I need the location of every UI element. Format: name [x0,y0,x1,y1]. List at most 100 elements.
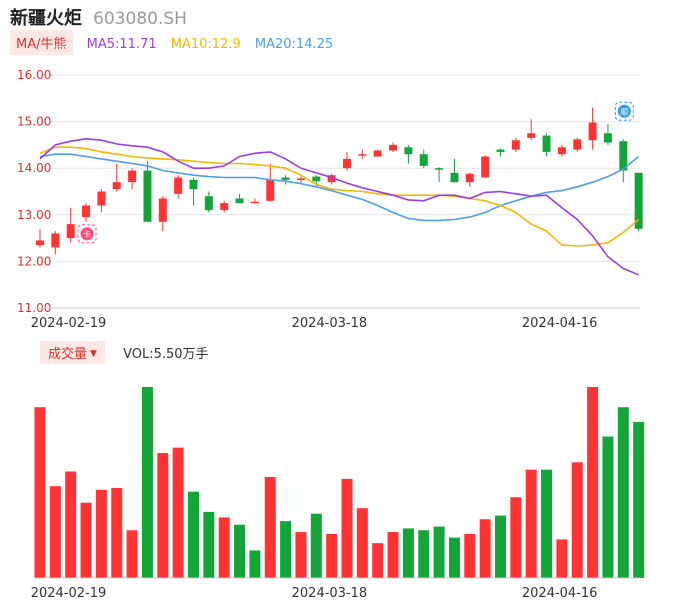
volume-bar [218,517,230,578]
volume-legend-row: 成交量 ▼ VOL:5.50万手 [40,341,209,364]
ma10-label: MA10:12.9 [170,37,241,52]
candle-body [235,198,244,204]
buy-signal-icon [80,227,94,241]
volume-bar [387,532,399,578]
candle-body [97,191,106,206]
volume-bar [541,469,553,578]
volume-bar [80,502,92,578]
candle-body [496,149,505,152]
volume-bar [249,550,261,578]
candle-body [128,170,137,183]
volume-bar [234,524,246,578]
price-tick-label: 15.00 [17,115,51,129]
candle-body [588,122,597,141]
candle-body [634,172,643,229]
candle-body [143,170,152,222]
volume-bar [141,387,153,578]
volume-bar [280,521,292,578]
volume-bar [479,519,491,578]
ma20-line [39,153,640,222]
candle-body [557,147,566,155]
date-tick-label: 2024-02-19 [31,316,107,331]
volume-bar [34,407,46,578]
candle-body [389,144,398,151]
ma-indicator-toggle[interactable]: MA/牛熊 [10,30,73,55]
candle-body [450,172,459,183]
candle-body [527,133,536,138]
candle-body [189,179,198,190]
sell-signal-label: 顺 [620,107,628,116]
volume-bar [418,530,430,578]
candle-body [542,135,551,152]
candle-body [373,150,382,157]
volume-bar [571,462,583,578]
ma20-label: MA20:14.25 [254,37,334,52]
volume-bar [326,533,338,578]
volume-bar [602,436,614,578]
candle-body [281,177,290,180]
ma10-line [39,146,640,247]
candle-body [358,154,367,156]
candle-body [481,156,490,178]
volume-bar [556,539,568,578]
candle-body [404,147,413,155]
candle-body [66,224,75,239]
volume-indicator-label: 成交量 [48,347,88,362]
buy-signal-label: 卡 [83,229,91,239]
candle-body [51,233,60,248]
volume-bar [587,387,599,578]
volume-bar [111,488,123,578]
volume-bar [633,421,645,578]
candle-body [619,141,628,171]
candle-body [220,203,229,211]
candle-body [343,158,351,169]
candle-body [419,154,428,166]
candle-body [266,179,275,201]
volume-bar [203,511,215,578]
candle-body [174,177,183,194]
candle-body [603,133,612,143]
price-tick-label: 14.00 [17,161,51,175]
volume-date-tick-label: 2024-02-19 [31,586,107,601]
candle-body [36,240,44,246]
volume-bar [65,471,77,578]
buy-signal-frame [77,224,97,244]
volume-bar [95,489,107,578]
volume-indicator-toggle[interactable]: 成交量 ▼ [40,341,105,364]
stock-code: 603080.SH [93,9,187,29]
volume-bar [188,491,199,578]
volume-bar [295,532,307,578]
price-tick-label: 12.00 [17,254,51,268]
stock-name: 新疆火炬 [10,8,82,29]
caret-down-icon: ▼ [90,349,97,359]
price-tick-label: 16.00 [17,68,51,82]
volume-bar [172,447,184,578]
date-tick-label: 2024-04-16 [522,316,598,331]
ma5-label: MA5:11.71 [86,37,157,52]
volume-bar [617,407,629,578]
price-tick-label: 13.00 [17,208,51,222]
volume-value: VOL:5.50万手 [123,347,209,362]
candle-body [204,196,213,211]
candle-body [158,198,167,222]
candle-body [435,168,444,170]
volume-date-tick-label: 2024-03-18 [292,586,368,601]
sell-signal-frame [614,101,634,121]
candle-body [82,205,91,218]
candle-body [327,175,336,183]
candle-body [250,201,259,204]
ma-legend-row: MA/牛熊 MA5:11.71 MA10:12.9 MA20:14.25 [10,30,334,55]
volume-bar [464,533,476,578]
date-tick-label: 2024-03-18 [292,316,368,331]
volume-bar [356,508,368,578]
volume-bar [126,530,138,578]
volume-bar [264,476,276,578]
candle-body [465,173,474,183]
candle-body [511,140,520,150]
volume-bar [510,497,522,578]
title-row: 新疆火炬 603080.SH [10,4,187,29]
volume-bar [49,486,61,578]
candle-body [573,139,582,150]
volume-bar [310,513,322,578]
